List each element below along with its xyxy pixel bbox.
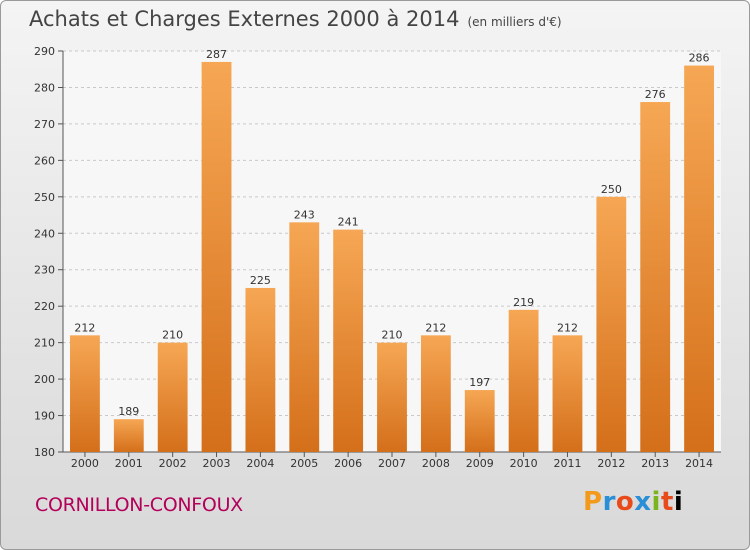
place-name: CORNILLON-CONFOUX [35,494,243,516]
x-tick-label-2006: 2006 [334,457,362,470]
data-label-2010: 219 [513,296,534,309]
x-tick-label-2010: 2010 [510,457,538,470]
chart-subtitle: (en milliers d'€) [467,15,562,29]
bar-2008 [420,335,451,452]
data-label-2012: 250 [601,183,622,196]
bar-2004 [245,287,276,452]
y-tick-label: 230 [34,264,55,277]
y-tick-label: 180 [34,446,55,459]
bar-2012 [596,196,627,452]
y-tick-label: 290 [34,45,55,58]
data-label-2004: 225 [250,274,271,287]
x-tick-label-2000: 2000 [71,457,99,470]
bar-2013 [640,102,671,452]
bar-2006 [333,229,364,452]
y-tick-label: 260 [34,154,55,167]
bar-2014 [684,65,714,452]
data-label-2001: 189 [118,405,139,418]
y-tick-label: 240 [34,227,55,240]
data-label-2006: 241 [338,216,359,229]
y-tick-label: 280 [34,81,55,94]
y-tick-label: 220 [34,300,55,313]
x-tick-label-2005: 2005 [290,457,318,470]
x-tick-label-2004: 2004 [246,457,274,470]
data-label-2009: 197 [469,376,490,389]
data-label-2003: 287 [206,48,227,61]
y-tick-label: 190 [34,410,55,423]
bar-2009 [464,390,495,452]
data-label-2005: 243 [294,208,315,221]
bar-2005 [289,222,320,452]
x-tick-label-2011: 2011 [553,457,581,470]
bar-2002 [157,342,188,452]
data-label-2011: 212 [557,321,578,334]
bar-2007 [377,342,407,452]
x-tick-label-2008: 2008 [422,457,450,470]
data-label-2007: 210 [382,329,403,342]
chart-title-text: Achats et Charges Externes 2000 à 2014 [29,7,460,31]
brand-logo: Proxiti [583,487,684,517]
data-label-2013: 276 [645,88,666,101]
chart-title: Achats et Charges Externes 2000 à 2014 (e… [29,7,562,31]
data-label-2002: 210 [162,329,183,342]
bar-2010 [508,309,539,452]
bar-2001 [113,419,144,452]
y-tick-label: 270 [34,118,55,131]
bar-2003 [201,61,232,452]
x-tick-label-2009: 2009 [466,457,494,470]
y-tick-label: 210 [34,337,55,350]
x-tick-label-2013: 2013 [641,457,669,470]
x-tick-label-2003: 2003 [203,457,231,470]
x-tick-label-2002: 2002 [159,457,187,470]
x-tick-label-2001: 2001 [115,457,143,470]
y-tick-label: 250 [34,191,55,204]
x-tick-label-2007: 2007 [378,457,406,470]
data-label-2008: 212 [425,321,446,334]
data-label-2000: 212 [74,321,95,334]
y-tick-label: 200 [34,373,55,386]
bar-2000 [70,335,100,452]
bar-2011 [552,335,583,452]
x-tick-label-2014: 2014 [685,457,713,470]
data-label-2014: 286 [689,52,710,65]
x-tick-label-2012: 2012 [597,457,625,470]
